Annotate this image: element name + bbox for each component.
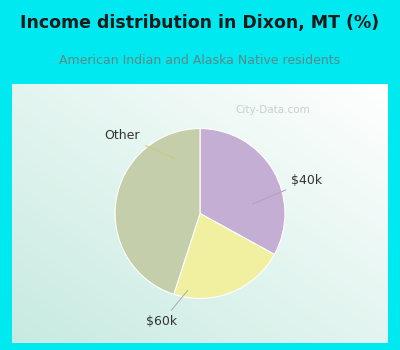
Text: Income distribution in Dixon, MT (%): Income distribution in Dixon, MT (%) <box>20 14 380 32</box>
Text: City-Data.com: City-Data.com <box>235 105 310 115</box>
Text: $40k: $40k <box>252 175 322 204</box>
Wedge shape <box>174 214 274 299</box>
Text: American Indian and Alaska Native residents: American Indian and Alaska Native reside… <box>60 54 340 67</box>
Wedge shape <box>115 128 200 294</box>
Text: $60k: $60k <box>146 290 188 328</box>
Wedge shape <box>200 128 285 254</box>
Text: Other: Other <box>105 129 175 159</box>
